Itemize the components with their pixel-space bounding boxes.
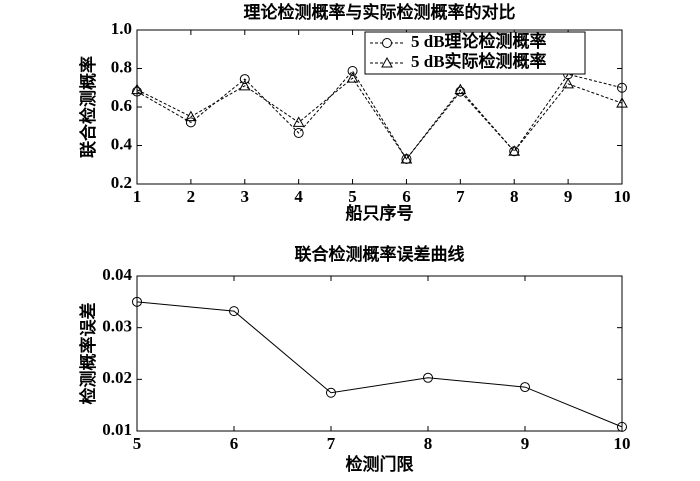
series-line xyxy=(136,70,623,160)
marker xyxy=(508,145,521,156)
x-tick-label: 6 xyxy=(230,434,239,453)
x-axis-label: 船只序号 xyxy=(346,203,414,223)
marker xyxy=(293,127,304,138)
y-axis-label: 检测概率误差 xyxy=(78,303,98,405)
marker xyxy=(185,117,196,128)
x-tick-label: 8 xyxy=(424,434,433,453)
x-tick-label: 9 xyxy=(564,187,573,206)
marker xyxy=(292,116,305,127)
x-tick-label: 10 xyxy=(614,187,631,206)
marker xyxy=(455,86,466,97)
x-tick-label: 8 xyxy=(510,187,519,206)
marker xyxy=(617,421,627,432)
marker xyxy=(520,382,530,393)
x-tick-label: 5 xyxy=(133,434,142,453)
marker xyxy=(132,86,142,97)
series-line xyxy=(136,77,623,160)
chart-title: 联合检测概率误差曲线 xyxy=(295,244,465,264)
y-tick-label: 0.03 xyxy=(102,317,132,336)
y-tick-label: 0.04 xyxy=(102,265,132,284)
x-tick-label: 4 xyxy=(294,187,303,206)
x-tick-label: 6 xyxy=(402,187,411,206)
y-tick-label: 1.0 xyxy=(111,19,132,38)
marker xyxy=(617,82,627,93)
marker xyxy=(238,79,251,91)
y-tick-label: 0.8 xyxy=(111,57,132,76)
legend-marker xyxy=(382,38,392,48)
marker xyxy=(616,97,628,108)
chart-title: 理论检测概率与实际检测概率的对比 xyxy=(244,2,516,22)
x-tick-label: 7 xyxy=(327,434,336,453)
y-tick-label: 0.4 xyxy=(111,134,133,153)
x-tick-label: 10 xyxy=(614,434,631,453)
marker xyxy=(131,83,143,95)
x-tick-label: 2 xyxy=(187,187,196,206)
y-axis-label: 联合检测概率 xyxy=(78,56,98,158)
x-axis-label: 检测门限 xyxy=(346,454,414,474)
marker xyxy=(400,152,413,164)
y-tick-label: 0.02 xyxy=(102,368,132,387)
marker xyxy=(454,83,467,95)
x-tick-label: 9 xyxy=(521,434,530,453)
y-tick-label: 0.6 xyxy=(111,96,132,115)
marker xyxy=(423,372,433,383)
marker xyxy=(132,296,142,307)
legend-marker xyxy=(381,56,393,68)
marker xyxy=(239,74,250,85)
x-tick-label: 3 xyxy=(241,187,250,206)
marker xyxy=(347,66,358,77)
series-line xyxy=(136,301,623,428)
marker xyxy=(346,72,359,83)
marker xyxy=(229,306,239,317)
marker xyxy=(562,77,574,89)
x-tick-label: 7 xyxy=(456,187,465,206)
plot-frame xyxy=(136,275,623,432)
legend-label: 5 dB实际检测概率 xyxy=(411,51,547,71)
x-tick-label: 5 xyxy=(348,187,357,206)
legend-box xyxy=(364,31,586,75)
y-tick-label: 0.01 xyxy=(102,420,132,439)
y-tick-label: 0.2 xyxy=(111,173,132,192)
marker xyxy=(326,387,336,398)
marker xyxy=(185,110,197,122)
x-tick-label: 1 xyxy=(133,187,142,206)
legend-label: 5 dB理论检测概率 xyxy=(411,31,547,51)
